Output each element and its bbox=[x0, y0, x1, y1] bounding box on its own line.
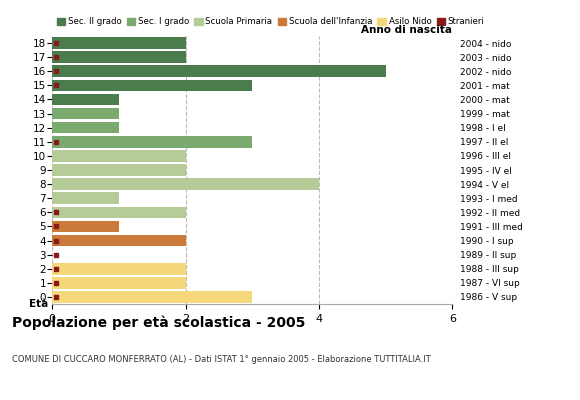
Bar bbox=[52, 235, 186, 246]
Text: Anno di nascita: Anno di nascita bbox=[361, 25, 452, 35]
Bar bbox=[52, 206, 186, 218]
Bar bbox=[52, 192, 119, 204]
Bar bbox=[52, 291, 252, 303]
Bar bbox=[52, 178, 319, 190]
Text: Popolazione per età scolastica - 2005: Popolazione per età scolastica - 2005 bbox=[12, 316, 305, 330]
Bar bbox=[52, 80, 252, 91]
Bar bbox=[52, 164, 186, 176]
Text: COMUNE DI CUCCARO MONFERRATO (AL) - Dati ISTAT 1° gennaio 2005 - Elaborazione TU: COMUNE DI CUCCARO MONFERRATO (AL) - Dati… bbox=[12, 355, 430, 364]
Text: Età: Età bbox=[29, 299, 48, 309]
Bar bbox=[52, 51, 186, 63]
Bar bbox=[52, 122, 119, 134]
Bar bbox=[52, 136, 252, 148]
Bar bbox=[52, 150, 186, 162]
Bar bbox=[52, 277, 186, 289]
Legend: Sec. II grado, Sec. I grado, Scuola Primaria, Scuola dell'Infanzia, Asilo Nido, : Sec. II grado, Sec. I grado, Scuola Prim… bbox=[56, 17, 484, 26]
Bar bbox=[52, 221, 119, 232]
Bar bbox=[52, 108, 119, 119]
Bar bbox=[52, 94, 119, 105]
Bar bbox=[52, 66, 386, 77]
Bar bbox=[52, 263, 186, 274]
Bar bbox=[52, 37, 186, 49]
